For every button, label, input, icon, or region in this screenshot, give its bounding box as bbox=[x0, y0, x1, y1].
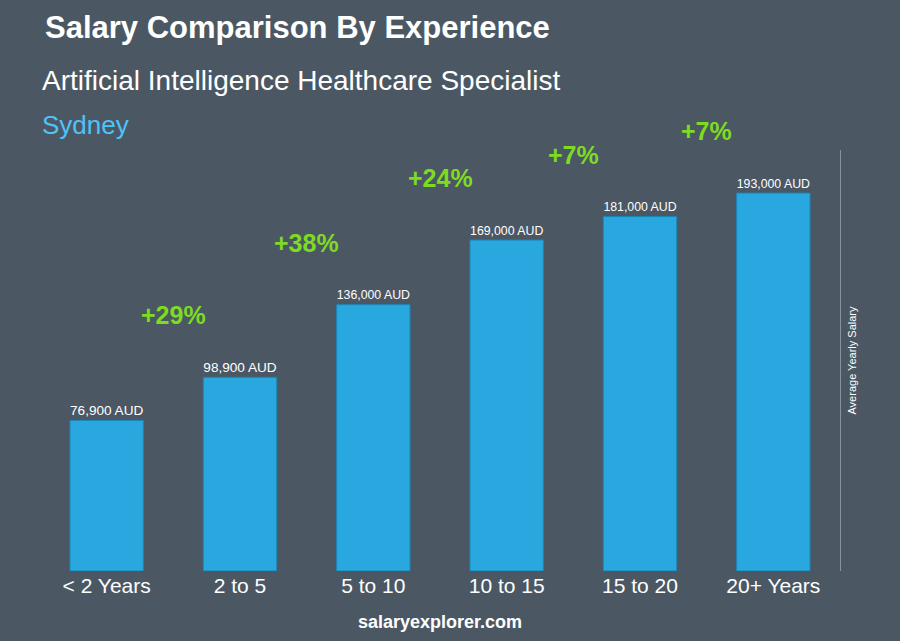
svg-text:98,900 AUD: 98,900 AUD bbox=[203, 360, 276, 375]
svg-text:5 to 10: 5 to 10 bbox=[341, 574, 405, 597]
svg-text:169,000 AUD: 169,000 AUD bbox=[470, 224, 543, 238]
svg-text:+38%: +38% bbox=[274, 229, 339, 257]
svg-text:+7%: +7% bbox=[548, 141, 599, 169]
svg-text:193,000 AUD: 193,000 AUD bbox=[737, 177, 810, 191]
svg-text:181,000 AUD: 181,000 AUD bbox=[603, 200, 676, 214]
svg-text:salaryexplorer.com: salaryexplorer.com bbox=[358, 612, 522, 632]
svg-text:Average Yearly Salary: Average Yearly Salary bbox=[846, 306, 858, 415]
svg-text:Salary Comparison By Experienc: Salary Comparison By Experience bbox=[45, 10, 550, 45]
svg-text:+7%: +7% bbox=[681, 117, 732, 145]
svg-text:Sydney: Sydney bbox=[42, 110, 129, 140]
svg-text:20+ Years: 20+ Years bbox=[726, 574, 820, 597]
svg-text:< 2 Years: < 2 Years bbox=[63, 574, 151, 597]
svg-text:2 to 5: 2 to 5 bbox=[214, 574, 267, 597]
svg-text:136,000 AUD: 136,000 AUD bbox=[337, 288, 410, 302]
svg-text:+24%: +24% bbox=[408, 164, 473, 192]
svg-text:15 to 20: 15 to 20 bbox=[602, 574, 678, 597]
svg-text:+29%: +29% bbox=[141, 301, 206, 329]
svg-text:10 to 15: 10 to 15 bbox=[469, 574, 545, 597]
svg-text:76,900 AUD: 76,900 AUD bbox=[70, 403, 143, 418]
svg-text:Artificial Intelligence Health: Artificial Intelligence Healthcare Speci… bbox=[42, 65, 560, 96]
